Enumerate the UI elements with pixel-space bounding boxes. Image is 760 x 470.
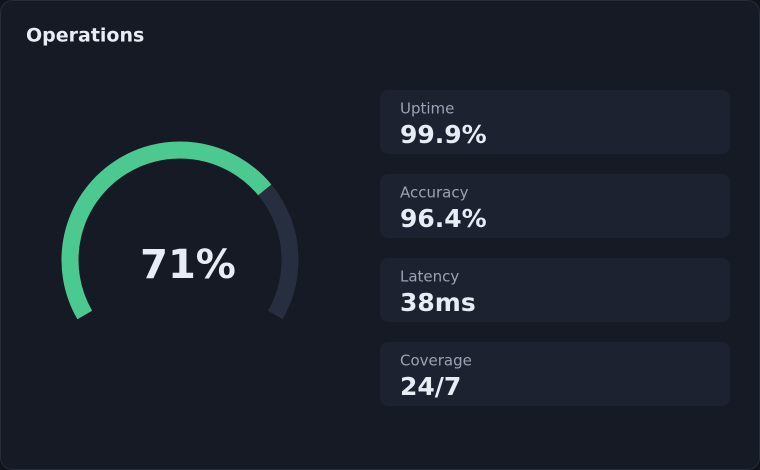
stat-label: Latency: [400, 268, 459, 286]
stat-label: Coverage: [400, 352, 472, 370]
stat-label: Uptime: [400, 100, 454, 118]
stat-value: 38ms: [400, 288, 476, 317]
card-title: Operations: [26, 25, 144, 47]
stat-card: [380, 258, 730, 322]
stat-value: 24/7: [400, 372, 461, 401]
stat-card: [380, 342, 730, 406]
stat-value: 96.4%: [400, 204, 487, 233]
gauge-value-label: 71%: [140, 242, 236, 288]
stat-label: Accuracy: [400, 184, 469, 202]
gauge-value-arc: [61, 141, 272, 320]
stat-card: [380, 90, 730, 154]
stat-value: 99.9%: [400, 120, 487, 149]
stat-card: [380, 174, 730, 238]
